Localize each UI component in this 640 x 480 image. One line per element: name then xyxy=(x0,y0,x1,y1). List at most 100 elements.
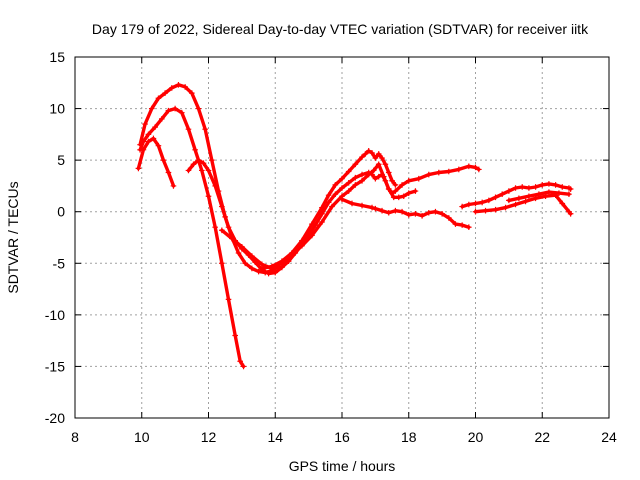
data-point xyxy=(189,90,195,96)
data-point xyxy=(375,161,382,168)
y-tick-label: -15 xyxy=(45,358,65,374)
data-point xyxy=(359,202,365,209)
data-point xyxy=(389,177,395,184)
data-point xyxy=(519,184,526,190)
data-point xyxy=(279,258,285,265)
data-point xyxy=(272,269,279,276)
x-tick-label: 12 xyxy=(201,429,217,445)
data-point xyxy=(370,167,377,174)
data-point xyxy=(385,169,392,176)
data-point xyxy=(150,135,157,142)
data-point xyxy=(479,199,485,206)
data-point xyxy=(466,163,472,170)
data-point xyxy=(476,166,482,173)
data-point xyxy=(559,184,566,190)
data-point xyxy=(425,209,432,216)
data-point xyxy=(362,151,369,157)
data-point xyxy=(375,151,382,157)
y-tick-label: 0 xyxy=(57,204,65,220)
data-point xyxy=(400,193,407,200)
data-point xyxy=(502,204,509,211)
series-arc-6 xyxy=(259,148,399,272)
data-point xyxy=(325,199,332,206)
data-point xyxy=(412,188,419,194)
data-point xyxy=(135,165,142,172)
data-point xyxy=(219,203,225,210)
x-tick-label: 16 xyxy=(334,429,350,445)
grid-lines xyxy=(75,57,609,418)
data-point xyxy=(192,147,198,153)
data-point xyxy=(556,190,562,196)
data-point xyxy=(299,237,305,244)
data-point xyxy=(482,207,489,214)
data-point xyxy=(205,167,212,174)
data-point xyxy=(185,126,192,132)
data-point xyxy=(466,201,472,208)
data-point xyxy=(242,260,249,267)
data-point xyxy=(168,85,175,91)
data-point xyxy=(405,177,412,184)
data-point xyxy=(162,90,168,96)
data-point xyxy=(395,194,402,201)
data-point xyxy=(195,157,202,163)
series-arc-7 xyxy=(339,196,472,230)
data-point xyxy=(148,105,155,112)
data-point xyxy=(235,250,242,256)
data-point xyxy=(160,157,167,163)
data-point xyxy=(225,224,232,230)
data-point xyxy=(219,227,225,234)
chart-title: Day 179 of 2022, Sidereal Day-to-day VTE… xyxy=(92,21,589,37)
y-tick-label: -20 xyxy=(45,410,65,426)
data-point xyxy=(219,260,225,267)
x-tick-label: 10 xyxy=(134,429,150,445)
data-point xyxy=(385,209,392,216)
data-point xyxy=(195,105,202,112)
data-point xyxy=(319,204,325,211)
y-tick-label: -10 xyxy=(45,307,65,323)
data-point xyxy=(392,207,399,214)
data-point xyxy=(165,169,172,176)
data-point xyxy=(392,182,399,188)
data-point xyxy=(299,242,305,249)
data-point xyxy=(506,197,512,204)
data-point xyxy=(516,195,522,202)
x-tick-label: 18 xyxy=(401,429,417,445)
data-point xyxy=(265,270,272,277)
data-point xyxy=(472,164,479,171)
data-point xyxy=(380,173,387,180)
data-point xyxy=(309,232,315,239)
data-point xyxy=(512,201,519,208)
y-tick-label: 15 xyxy=(49,49,65,65)
data-point xyxy=(526,193,532,200)
x-tick-label: 24 xyxy=(601,429,617,445)
series-trace xyxy=(138,83,281,275)
x-tick-label: 8 xyxy=(71,429,79,445)
data-point xyxy=(339,175,345,182)
data-point xyxy=(512,185,519,191)
data-point xyxy=(359,177,365,184)
data-point xyxy=(369,150,375,156)
data-point xyxy=(405,190,412,196)
data-point xyxy=(559,200,566,207)
data-point xyxy=(199,167,205,174)
data-point xyxy=(179,109,185,116)
data-point xyxy=(506,188,512,194)
data-point xyxy=(369,204,375,211)
data-point xyxy=(332,182,339,188)
data-point xyxy=(526,185,532,191)
data-point xyxy=(452,221,459,227)
data-point xyxy=(546,181,552,187)
data-point xyxy=(312,222,319,228)
data-point xyxy=(352,174,359,181)
x-axis-label: GPS time / hours xyxy=(289,458,396,474)
data-point xyxy=(486,197,492,204)
data-point xyxy=(365,148,372,154)
data-point xyxy=(145,131,152,138)
data-point xyxy=(432,208,439,215)
data-point xyxy=(492,206,499,213)
data-point xyxy=(237,358,244,365)
data-point xyxy=(372,205,379,212)
data-point xyxy=(212,224,218,230)
x-tick-label: 22 xyxy=(534,429,550,445)
data-point xyxy=(352,182,359,188)
